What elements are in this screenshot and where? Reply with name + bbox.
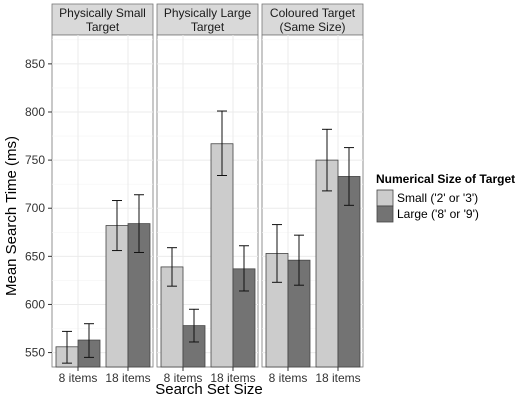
y-tick-label: 650 <box>25 249 45 263</box>
legend-label-small: Small ('2' or '3') <box>397 191 478 205</box>
legend-label-large: Large ('8' or '9') <box>397 207 479 221</box>
y-tick-label: 550 <box>25 346 45 360</box>
panel-strip <box>51 3 154 36</box>
panel-title: Target <box>191 20 225 34</box>
legend-swatch-large <box>376 205 394 223</box>
legend-swatch-small <box>376 189 394 207</box>
panel-title: Physically Large <box>164 6 252 20</box>
y-tick-label: 600 <box>25 297 45 311</box>
panel-title: Coloured Target <box>270 6 356 20</box>
legend: Numerical Size of Target Small ('2' or '… <box>376 172 515 223</box>
bar <box>210 143 234 368</box>
panel-strip <box>261 3 364 36</box>
x-tick-label: 8 items <box>269 371 308 385</box>
x-axis-title: Search Set Size <box>155 381 263 398</box>
x-tick-label: 8 items <box>59 371 98 385</box>
x-tick-label: 18 items <box>105 371 150 385</box>
y-axis: 550 600 650 700 750 800 850 <box>25 57 52 360</box>
y-tick-label: 700 <box>25 201 45 215</box>
x-tick-label: 18 items <box>315 371 360 385</box>
x-tick-label: 18 items <box>210 371 255 385</box>
panel-strip <box>156 3 259 36</box>
y-tick-label: 750 <box>25 153 45 167</box>
y-tick-label: 800 <box>25 105 45 119</box>
panel-3: Coloured Target(Same Size) 8 items 18 item… <box>261 3 364 385</box>
panel-title: (Same Size) <box>279 20 345 34</box>
y-tick-label: 850 <box>25 57 45 71</box>
legend-title: Numerical Size of Target <box>376 172 515 186</box>
panel-title: Physically Small <box>59 6 146 20</box>
x-tick-label: 8 items <box>164 371 203 385</box>
panel-title: Target <box>86 20 120 34</box>
y-axis-title: Mean Search Time (ms) <box>3 136 20 296</box>
